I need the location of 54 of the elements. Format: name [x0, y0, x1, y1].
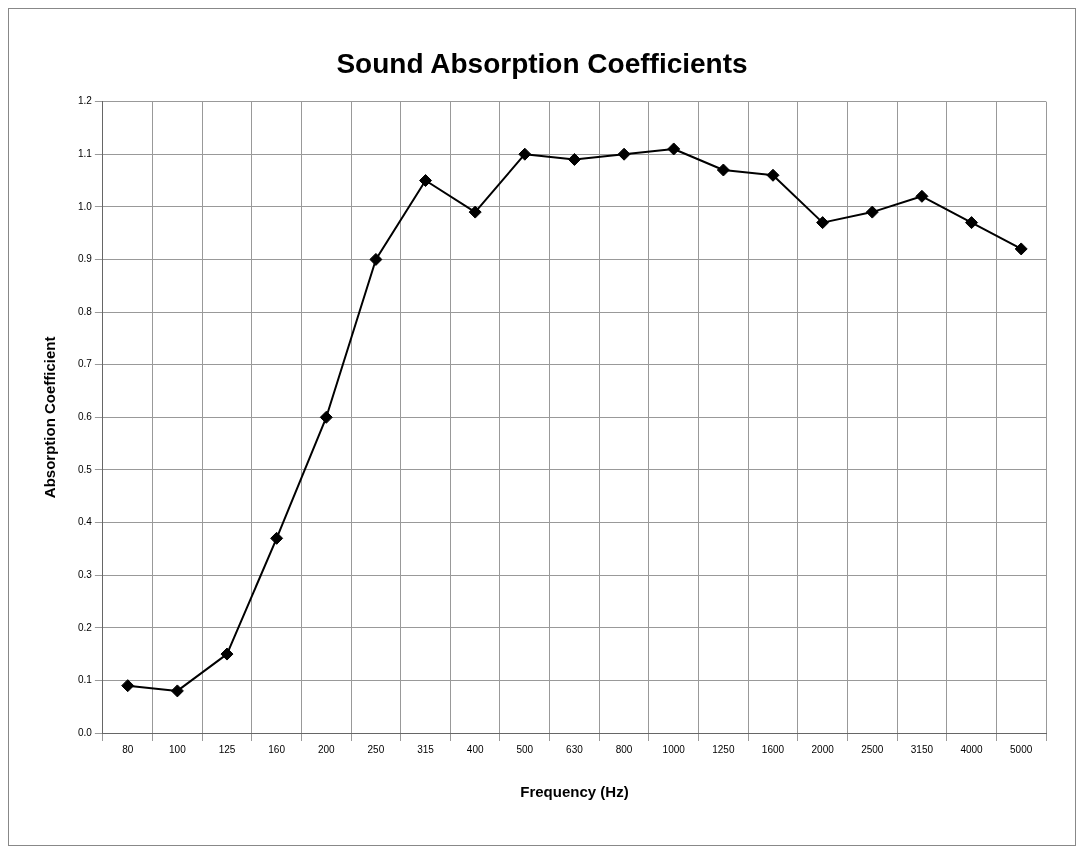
y-tick-label: 1.0	[78, 200, 93, 212]
y-tick-label: 1.2	[78, 95, 93, 107]
x-tick-label: 160	[268, 743, 286, 755]
x-tick-label: 80	[122, 743, 134, 755]
x-tick-label: 200	[317, 743, 336, 755]
x-tick-label: 125	[218, 743, 236, 755]
y-tick-label: 0.6	[78, 411, 93, 423]
point	[518, 147, 532, 161]
x-tick-label: 250	[367, 743, 385, 755]
y-tick-label: 0.2	[78, 621, 93, 633]
x-tick-label: 100	[169, 743, 187, 755]
point	[170, 684, 184, 698]
point	[915, 189, 929, 203]
point	[667, 142, 681, 156]
x-tick-label: 1000	[662, 743, 686, 755]
point	[468, 205, 482, 219]
point	[419, 174, 433, 188]
chart-title: Sound Absorption Coefficients	[336, 47, 748, 79]
x-tick-label: 1250	[712, 743, 735, 755]
point	[816, 216, 830, 230]
x-tick-label: 3150	[910, 743, 934, 755]
y-tick-label: 1.1	[78, 147, 93, 159]
point	[369, 252, 383, 266]
x-tick-label: 500	[516, 743, 534, 755]
y-tick-label: 0.0	[78, 726, 93, 738]
y-tick-label: 0.9	[78, 253, 93, 265]
point	[121, 679, 135, 693]
x-tick-label: 800	[615, 743, 633, 755]
point	[319, 410, 333, 424]
x-tick-label: 1600	[761, 743, 785, 755]
y-tick-label: 0.7	[78, 358, 93, 370]
x-tick-label: 2500	[861, 743, 884, 755]
y-axis-title: Absorption Coefficient	[41, 336, 59, 499]
point	[766, 168, 780, 182]
x-tick-label: 4000	[960, 743, 984, 755]
point	[716, 163, 730, 177]
point	[865, 205, 879, 219]
x-tick-label: 630	[566, 743, 584, 755]
x-tick-label: 315	[417, 743, 435, 755]
y-tick-label: 0.4	[78, 516, 93, 528]
x-axis-title: Frequency (Hz)	[520, 783, 629, 801]
x-tick-label: 5000	[1010, 743, 1033, 755]
point	[270, 531, 284, 545]
y-tick-label: 0.3	[78, 568, 93, 580]
y-tick-label: 0.5	[78, 463, 93, 475]
y-tick-label: 0.1	[78, 674, 93, 686]
x-tick-label: 400	[466, 743, 484, 755]
y-tick-label: 0.8	[78, 305, 93, 317]
point	[220, 647, 234, 661]
point	[1014, 242, 1028, 256]
point	[965, 216, 979, 230]
point	[567, 152, 581, 166]
x-tick-label: 2000	[811, 743, 835, 755]
point	[617, 147, 631, 161]
